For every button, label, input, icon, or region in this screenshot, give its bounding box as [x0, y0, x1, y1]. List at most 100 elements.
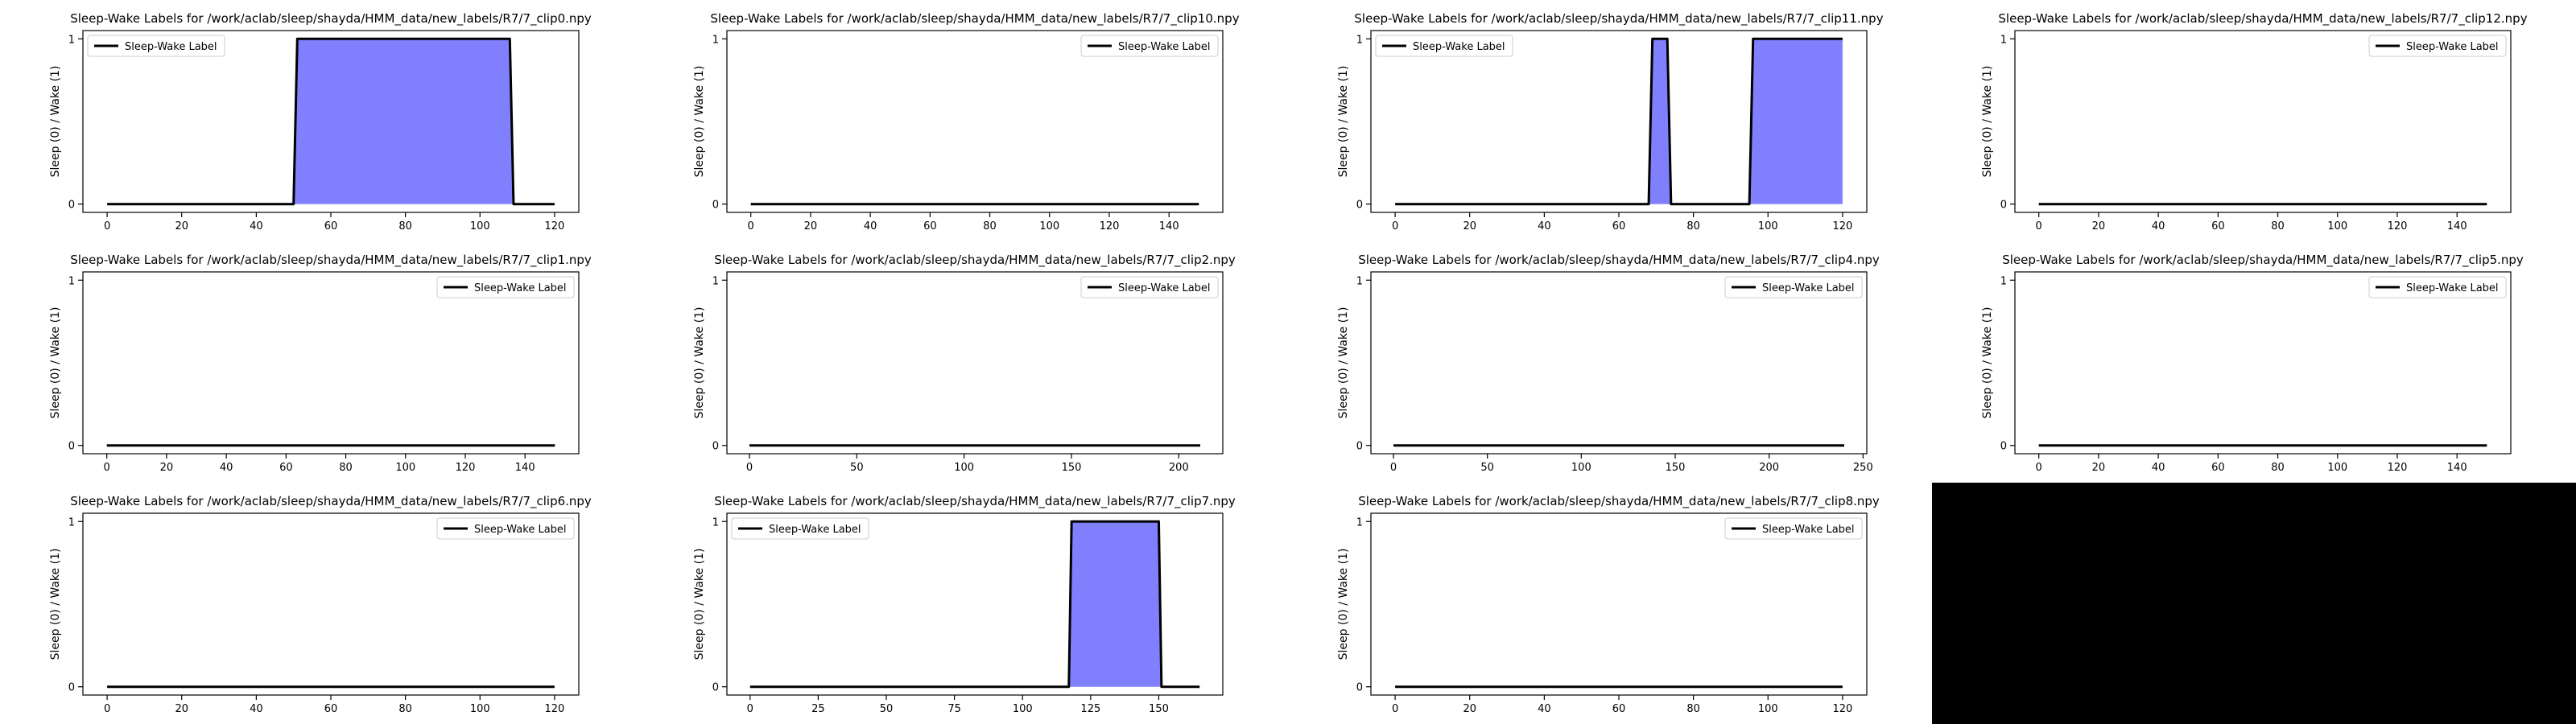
x-tick-label: 120 — [1100, 220, 1120, 232]
y-tick-label: 0 — [2000, 200, 2007, 212]
x-tick-label: 0 — [2036, 462, 2042, 474]
x-tick-label: 25 — [811, 703, 825, 715]
y-tick-label: 0 — [1356, 200, 1363, 212]
x-tick-label: 80 — [1686, 703, 1700, 715]
y-tick-label: 1 — [712, 275, 719, 287]
subplot-6: Sleep-Wake Labels for /work/aclab/sleep/… — [1337, 253, 1880, 474]
x-tick-label: 60 — [324, 703, 338, 715]
x-tick-label: 0 — [1392, 703, 1398, 715]
y-tick-label: 1 — [68, 516, 75, 529]
subplot-title: Sleep-Wake Labels for /work/aclab/sleep/… — [710, 11, 1239, 27]
y-tick-label: 1 — [2000, 34, 2007, 46]
legend: Sleep-Wake Label — [1724, 276, 1863, 298]
subplot-3: Sleep-Wake Labels for /work/aclab/sleep/… — [1981, 11, 2528, 232]
x-tick-label: 100 — [1039, 220, 1059, 232]
legend-box — [1080, 276, 1219, 298]
legend: Sleep-Wake Label — [1375, 35, 1513, 57]
axes-frame — [2014, 30, 2512, 213]
x-tick-label: 20 — [160, 462, 174, 474]
y-tick-label: 0 — [712, 441, 719, 453]
x-tick-label: 50 — [880, 703, 894, 715]
legend: Sleep-Wake Label — [1724, 517, 1863, 540]
subplot-title: Sleep-Wake Labels for /work/aclab/sleep/… — [714, 494, 1236, 509]
x-tick-label: 140 — [2447, 220, 2467, 232]
sleep-wake-line — [749, 520, 1200, 689]
x-tick-label: 60 — [1612, 703, 1626, 715]
x-tick-label: 150 — [1062, 462, 1082, 474]
x-tick-label: 100 — [2327, 462, 2347, 474]
x-tick-label: 50 — [850, 462, 864, 474]
y-tick-label: 0 — [712, 682, 719, 694]
axes-frame — [2014, 271, 2512, 455]
x-tick-label: 100 — [1758, 703, 1778, 715]
x-tick-label: 140 — [2447, 462, 2467, 474]
y-tick-label: 0 — [1356, 441, 1363, 453]
y-axis-label: Sleep (0) / Wake (1) — [1981, 307, 1994, 419]
x-tick-label: 100 — [954, 462, 974, 474]
axes-frame — [726, 512, 1224, 696]
x-tick-label: 80 — [2271, 462, 2285, 474]
legend: Sleep-Wake Label — [436, 276, 575, 298]
subplot-5: Sleep-Wake Labels for /work/aclab/sleep/… — [693, 253, 1236, 474]
sleep-wake-line — [107, 37, 555, 206]
x-tick-label: 120 — [1832, 220, 1852, 232]
subplot-8: Sleep-Wake Labels for /work/aclab/sleep/… — [49, 494, 592, 715]
axes-frame — [1370, 512, 1868, 696]
x-tick-label: 140 — [1159, 220, 1179, 232]
x-tick-label: 120 — [1832, 703, 1852, 715]
x-tick-label: 0 — [104, 220, 110, 232]
axes-frame — [82, 512, 580, 696]
x-tick-label: 20 — [175, 703, 188, 715]
x-tick-label: 150 — [1666, 462, 1686, 474]
x-tick-label: 20 — [1463, 220, 1476, 232]
x-tick-label: 40 — [250, 703, 263, 715]
y-tick-label: 0 — [68, 200, 75, 212]
y-tick-label: 1 — [712, 34, 719, 46]
subplot-title: Sleep-Wake Labels for /work/aclab/sleep/… — [1358, 494, 1880, 509]
x-tick-label: 0 — [746, 462, 753, 474]
y-axis-label: Sleep (0) / Wake (1) — [1337, 66, 1350, 178]
x-tick-label: 200 — [1169, 462, 1189, 474]
legend-label: Sleep-Wake Label — [125, 41, 217, 53]
y-tick-label: 0 — [68, 682, 75, 694]
y-tick-label: 1 — [1356, 34, 1363, 46]
x-tick-label: 60 — [1612, 220, 1626, 232]
x-tick-label: 75 — [947, 703, 961, 715]
x-tick-label: 40 — [1538, 703, 1551, 715]
subplot-10: Sleep-Wake Labels for /work/aclab/sleep/… — [1337, 494, 1880, 715]
x-tick-label: 60 — [923, 220, 937, 232]
legend: Sleep-Wake Label — [1080, 276, 1219, 298]
legend-label: Sleep-Wake Label — [474, 282, 567, 294]
legend-label: Sleep-Wake Label — [769, 524, 861, 536]
empty-black-panel — [1932, 483, 2576, 724]
x-tick-label: 200 — [1759, 462, 1779, 474]
x-tick-label: 50 — [1480, 462, 1494, 474]
subplot-title: Sleep-Wake Labels for /work/aclab/sleep/… — [70, 253, 592, 268]
x-tick-label: 40 — [864, 220, 877, 232]
legend-label: Sleep-Wake Label — [1413, 41, 1505, 53]
x-tick-label: 0 — [748, 220, 754, 232]
subplot-7: Sleep-Wake Labels for /work/aclab/sleep/… — [1981, 253, 2524, 474]
legend: Sleep-Wake Label — [2368, 35, 2507, 57]
subplot-9: Sleep-Wake Labels for /work/aclab/sleep/… — [693, 494, 1236, 715]
x-tick-label: 80 — [1686, 220, 1700, 232]
subplot-title: Sleep-Wake Labels for /work/aclab/sleep/… — [1354, 11, 1883, 27]
x-tick-label: 120 — [2388, 462, 2408, 474]
subplot-title: Sleep-Wake Labels for /work/aclab/sleep/… — [1358, 253, 1880, 268]
x-tick-label: 120 — [456, 462, 476, 474]
y-axis-label: Sleep (0) / Wake (1) — [1337, 307, 1350, 419]
x-tick-label: 40 — [2152, 462, 2165, 474]
x-tick-label: 20 — [2092, 462, 2106, 474]
legend-box — [436, 517, 575, 540]
x-tick-label: 120 — [544, 220, 564, 232]
y-axis-label: Sleep (0) / Wake (1) — [1337, 549, 1350, 660]
y-axis-label: Sleep (0) / Wake (1) — [49, 307, 62, 419]
y-tick-label: 1 — [68, 34, 75, 46]
y-tick-label: 1 — [2000, 275, 2007, 287]
x-tick-label: 100 — [1013, 703, 1033, 715]
x-tick-label: 100 — [470, 220, 490, 232]
legend-box — [2368, 35, 2507, 57]
subplot-title: Sleep-Wake Labels for /work/aclab/sleep/… — [70, 11, 592, 27]
y-axis-label: Sleep (0) / Wake (1) — [49, 66, 62, 178]
